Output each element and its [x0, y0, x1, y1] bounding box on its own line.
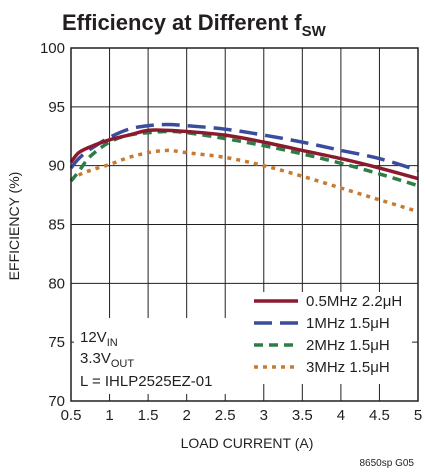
- plot-frame: [70, 47, 419, 402]
- legend-label: 3MHz 1.5μH: [306, 359, 390, 376]
- x-tick-label: 1: [105, 407, 113, 424]
- annotation-vin: 12VIN: [80, 329, 118, 349]
- y-tick-label: 90: [48, 158, 65, 175]
- x-tick-label: 4.5: [369, 407, 390, 424]
- annotation-background: [74, 318, 250, 394]
- x-tick-label: 4: [337, 407, 345, 424]
- y-axis-label: EFFICIENCY (%): [6, 172, 22, 281]
- x-axis-label: LOAD CURRENT (A): [181, 435, 314, 451]
- y-tick-label: 80: [48, 275, 65, 292]
- chart-title-main: Efficiency at Different f: [62, 10, 302, 35]
- x-tick-labels: 0.5 1 1.5 2 2.5 3 3.5 4 4.5 5: [61, 407, 423, 424]
- y-tick-label: 85: [48, 217, 65, 234]
- x-tick-label: 3.5: [292, 407, 313, 424]
- y-tick-label: 70: [48, 393, 65, 410]
- annotation-vout-sub: OUT: [111, 358, 135, 370]
- legend-label: 2MHz 1.5μH: [306, 337, 390, 354]
- y-tick-label: 75: [48, 334, 65, 351]
- axes: [70, 47, 419, 402]
- x-tick-label: 5: [414, 407, 422, 424]
- x-tick-label: 0.5: [61, 407, 82, 424]
- annotation-vin-main: 12V: [80, 329, 107, 346]
- legend-label: 1MHz 1.5μH: [306, 315, 390, 332]
- series-line: [69, 128, 419, 181]
- chart-title: Efficiency at Different fSW: [62, 10, 327, 40]
- annotation-vout-main: 3.3V: [80, 350, 111, 367]
- data-series: [69, 122, 419, 214]
- x-tick-label: 2: [182, 407, 190, 424]
- figure-code: 8650sp G05: [360, 458, 415, 469]
- legend-label: 0.5MHz 2.2μH: [306, 293, 402, 310]
- x-tick-label: 1.5: [138, 407, 159, 424]
- x-tick-label: 3: [260, 407, 268, 424]
- annotation-vin-sub: IN: [107, 337, 118, 349]
- legend: 0.5MHz 2.2μH 1MHz 1.5μH 2MHz 1.5μH 3MHz 1.5…: [250, 292, 412, 384]
- annotation-vout: 3.3VOUT: [80, 350, 134, 370]
- y-tick-label: 95: [48, 99, 65, 116]
- x-tick-label: 2.5: [215, 407, 236, 424]
- y-tick-label: 100: [40, 40, 65, 57]
- annotation-inductor: L = IHLP2525EZ-01: [80, 373, 212, 390]
- y-tick-labels: 70 75 80 85 90 95 100: [40, 40, 65, 410]
- series-line: [69, 122, 419, 173]
- legend-background: [250, 292, 412, 384]
- condition-annotations: 12VIN 3.3VOUT L = IHLP2525EZ-01: [74, 318, 250, 394]
- chart-title-subscript: SW: [302, 23, 327, 40]
- series-line: [70, 148, 419, 214]
